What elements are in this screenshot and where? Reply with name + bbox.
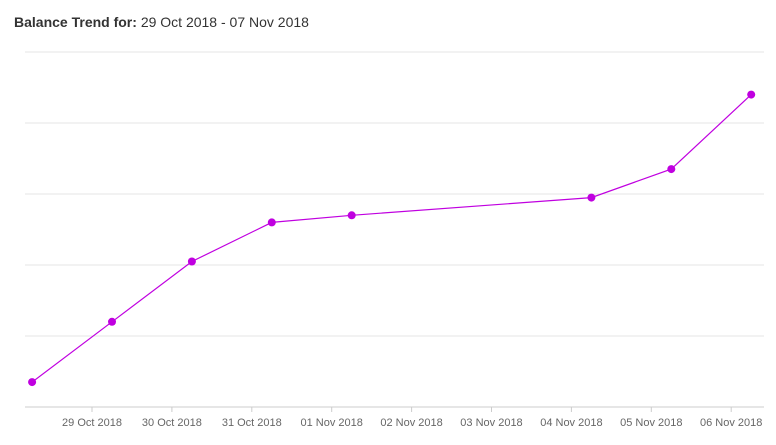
data-point — [667, 165, 676, 174]
x-tick-label: 02 Nov 2018 — [380, 417, 442, 429]
x-tick-label: 31 Oct 2018 — [222, 417, 282, 429]
chart-title: Balance Trend for: 29 Oct 2018 - 07 Nov … — [14, 14, 309, 30]
data-point — [108, 317, 116, 326]
x-tick-label: 04 Nov 2018 — [540, 417, 602, 429]
x-tick-label: 05 Nov 2018 — [620, 417, 682, 429]
data-point — [187, 257, 196, 266]
data-point — [267, 218, 276, 227]
x-tick-label: 01 Nov 2018 — [301, 417, 363, 429]
x-tick-label: 30 Oct 2018 — [142, 417, 202, 429]
chart-title-label: Balance Trend for: — [14, 14, 137, 30]
data-point — [28, 378, 37, 387]
chart-date-range: 29 Oct 2018 - 07 Nov 2018 — [140, 14, 309, 30]
data-point — [747, 90, 756, 99]
x-tick-label: 29 Oct 2018 — [62, 417, 122, 429]
data-point — [587, 193, 596, 202]
data-point — [347, 211, 356, 220]
x-tick-label: 06 Nov 2018 — [700, 417, 762, 429]
series-line — [31, 94, 752, 383]
x-tick-label: 03 Nov 2018 — [460, 417, 522, 429]
